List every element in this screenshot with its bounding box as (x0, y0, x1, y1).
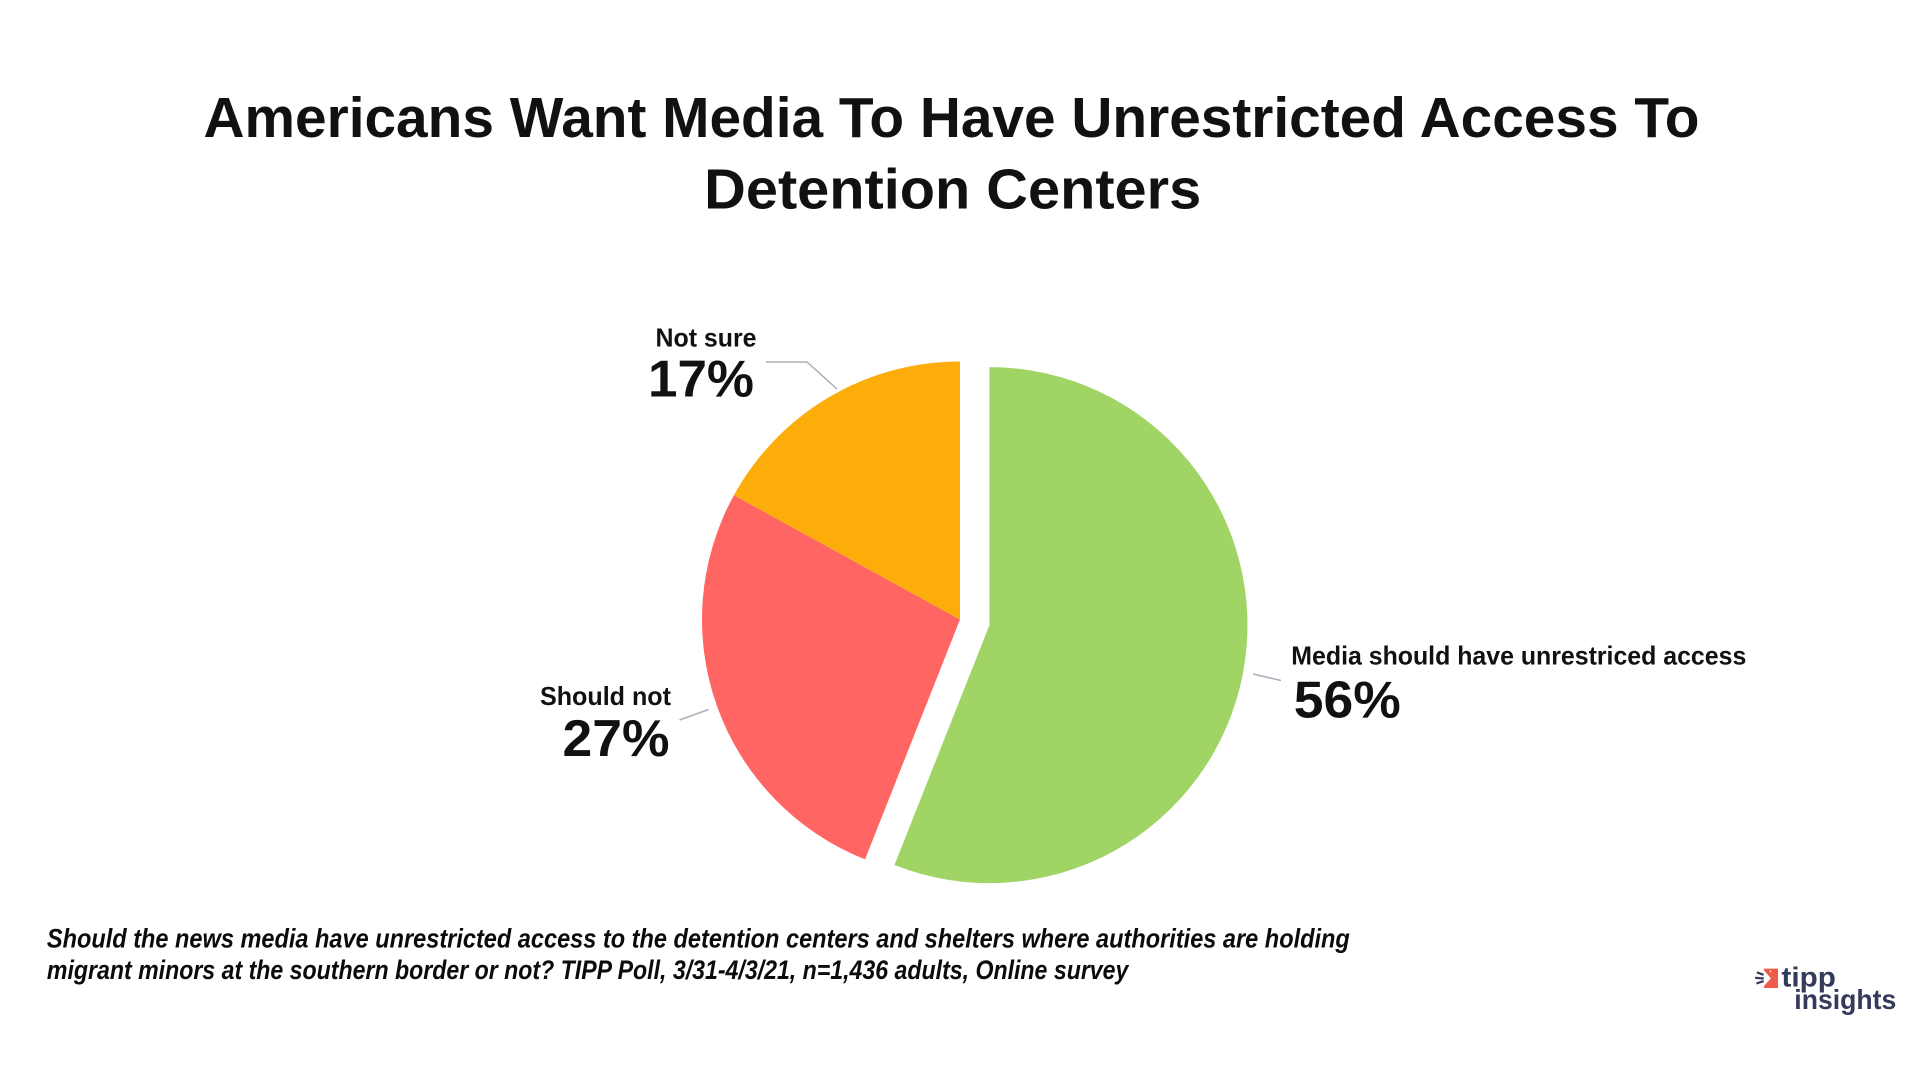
svg-text:migrant minors at the southern: migrant minors at the southern border or… (47, 955, 1130, 985)
svg-text:Media should have unrestriced: Media should have unrestriced access (1291, 640, 1746, 670)
svg-text:Not sure: Not sure (656, 322, 757, 352)
svg-text:Americans Want Media To Have U: Americans Want Media To Have Unrestricte… (204, 86, 1700, 150)
svg-text:Should the news media have unr: Should the news media have unrestricted … (47, 923, 1350, 953)
svg-text:insights: insights (1794, 984, 1896, 1015)
svg-text:17%: 17% (648, 350, 754, 408)
svg-text:27%: 27% (563, 710, 670, 768)
svg-text:56%: 56% (1294, 671, 1401, 729)
svg-text:tipp: tipp (1782, 962, 1836, 993)
svg-text:Detention Centers: Detention Centers (704, 158, 1201, 222)
svg-text:Should not: Should not (540, 681, 671, 711)
